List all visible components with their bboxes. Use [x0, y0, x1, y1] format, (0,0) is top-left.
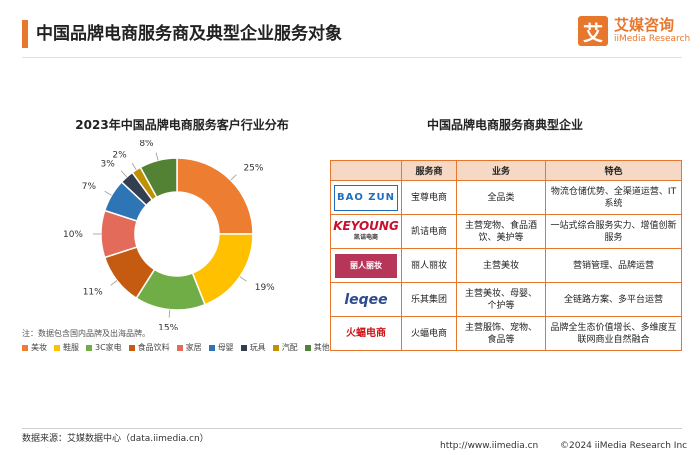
leader-line-0: [230, 174, 237, 181]
legend-swatch: [304, 344, 311, 351]
leader-line-1: [239, 276, 247, 282]
slice-label-4: 10%: [63, 230, 83, 240]
table-row: 火蝠电商 火蝠电商 主营服饰、宠物、食品等 品牌全生态价值增长、多维度互联网商业…: [330, 316, 682, 351]
slice-label-3: 11%: [83, 288, 103, 298]
legend-swatch: [128, 344, 135, 351]
provider-name: 丽人丽妆: [401, 248, 457, 283]
table-row: leqee 乐其集团 主营美妆、母婴、个护等 全链路方案、多平台运营: [330, 282, 682, 317]
chart-legend: 美妆 鞋服 3C家电 食品饮料 家居 母婴 玩具 汽配 其他: [22, 342, 337, 353]
slice-label-7: 2%: [112, 151, 127, 161]
header-feature: 特色: [545, 160, 682, 181]
provider-feature: 品牌全生态价值增长、多维度互联网商业自然融合: [545, 316, 682, 351]
legend-item-5: 母婴: [208, 342, 234, 353]
keyoung-logo: KEYOUNG 凯诘电商: [333, 218, 399, 244]
legend-label: 食品饮料: [137, 343, 170, 352]
donut-slice-8: [139, 157, 178, 199]
logo-mark: 艾: [578, 16, 608, 46]
website-link[interactable]: http://www.iimedia.cn: [440, 441, 539, 451]
legend-label: 玩具: [249, 343, 266, 352]
leader-line-7: [131, 162, 137, 171]
table-row: 丽人丽妆 丽人丽妆 主营美妆 营销管理、品牌运营: [330, 248, 682, 283]
provider-feature: 全链路方案、多平台运营: [545, 282, 682, 317]
slice-label-6: 3%: [101, 159, 116, 169]
provider-business: 主营美妆、母婴、个护等: [456, 282, 546, 317]
legend-label: 美妆: [31, 343, 47, 352]
leader-line-2: [168, 309, 171, 318]
provider-business: 主营美妆: [456, 248, 546, 283]
provider-business: 主营宠物、食品酒饮、美护等: [456, 214, 546, 249]
logo-english-name: iiMedia Research: [614, 34, 691, 44]
page-title: 中国品牌电商服务商及典型企业服务对象: [36, 24, 342, 44]
legend-item-3: 食品饮料: [128, 342, 170, 353]
enterprise-table: 服务商 业务 特色 BAO ZUN 宝尊电商 全品类 物流仓储优势、全渠道运营、…: [330, 160, 682, 351]
leqee-logo: leqee: [344, 291, 388, 308]
legend-item-8: 其他: [304, 342, 330, 353]
legend-item-6: 玩具: [240, 342, 266, 353]
legend-label: 其他: [313, 343, 330, 352]
provider-name: 凯诘电商: [401, 214, 457, 249]
slice-label-8: 8%: [139, 140, 154, 149]
provider-feature: 物流仓储优势、全渠道运营、IT系统: [545, 180, 682, 215]
provider-feature: 一站式综合服务实力、增值创新服务: [545, 214, 682, 249]
legend-swatch: [86, 344, 92, 351]
legend-item-7: 汽配: [272, 342, 298, 353]
leader-line-5: [104, 190, 112, 196]
provider-name: 宝尊电商: [401, 180, 457, 215]
leader-line-3: [110, 280, 118, 286]
legend-label: 汽配: [281, 343, 298, 352]
legend-swatch: [54, 344, 60, 351]
table-row: KEYOUNG 凯诘电商 凯诘电商 主营宠物、食品酒饮、美护等 一站式综合服务实…: [330, 214, 682, 249]
legend-item-4: 家居: [176, 342, 202, 353]
data-source: 数据来源：艾媒数据中心（data.iimedia.cn）: [22, 434, 209, 444]
legend-swatch: [272, 344, 279, 351]
copyright: ©2024 iiMedia Research Inc: [560, 441, 688, 451]
footer-divider: [22, 428, 682, 429]
legend-item-1: 鞋服: [54, 342, 79, 353]
header-logo: [330, 160, 402, 181]
slice-label-0: 25%: [243, 164, 263, 174]
legend-label: 母婴: [217, 343, 234, 352]
legend-swatch: [22, 344, 28, 351]
baozun-logo: BAO ZUN: [334, 184, 398, 211]
legend-label: 家居: [185, 343, 202, 352]
table-header-row: 服务商 业务 特色: [330, 160, 682, 181]
provider-business: 主营服饰、宠物、食品等: [456, 316, 546, 351]
keyoung-logo-subtext: 凯诘电商: [353, 233, 378, 241]
donut-chart: 25% 19% 15% 11% 10% 7% 3%2% 8%: [63, 140, 275, 330]
leader-line-6: [121, 170, 128, 178]
title-accent-bar: [22, 20, 28, 48]
legend-item-2: 3C家电: [86, 342, 122, 353]
legend-label: 3C家电: [95, 343, 122, 352]
provider-name: 火蝠电商: [401, 316, 457, 351]
donut-slice-0: [176, 157, 254, 235]
slice-label-5: 7%: [82, 182, 97, 192]
provider-name: 乐其集团: [401, 282, 457, 317]
chart-title: 2023年中国品牌电商服务客户行业分布: [75, 118, 289, 132]
slice-label-1: 19%: [255, 283, 275, 293]
header-provider: 服务商: [401, 160, 457, 181]
logo-chinese-name: 艾媒咨询: [614, 16, 675, 34]
table-row: BAO ZUN 宝尊电商 全品类 物流仓储优势、全渠道运营、IT系统: [330, 180, 682, 215]
leader-line-8: [155, 152, 159, 161]
legend-swatch: [208, 344, 215, 351]
table-title: 中国品牌电商服务商典型企业: [426, 118, 583, 132]
provider-business: 全品类: [456, 180, 546, 215]
legend-label: 鞋服: [63, 343, 79, 352]
chart-note: 注：数据包含国内品牌及出海品牌。: [22, 329, 150, 338]
legend-swatch: [240, 344, 247, 351]
iimedia-logo: 艾 艾媒咨询 iiMedia Research: [578, 16, 690, 46]
header-business: 业务: [456, 160, 546, 181]
header-divider: [22, 57, 682, 58]
liren-logo: 丽人丽妆: [335, 253, 397, 278]
provider-feature: 营销管理、品牌运营: [545, 248, 682, 283]
keyoung-logo-text: KEYOUNG: [333, 218, 399, 233]
legend-item-0: 美妆: [22, 342, 47, 353]
huomao-logo: 火蝠电商: [346, 327, 386, 339]
legend-swatch: [176, 344, 183, 351]
slice-label-2: 15%: [158, 324, 178, 330]
